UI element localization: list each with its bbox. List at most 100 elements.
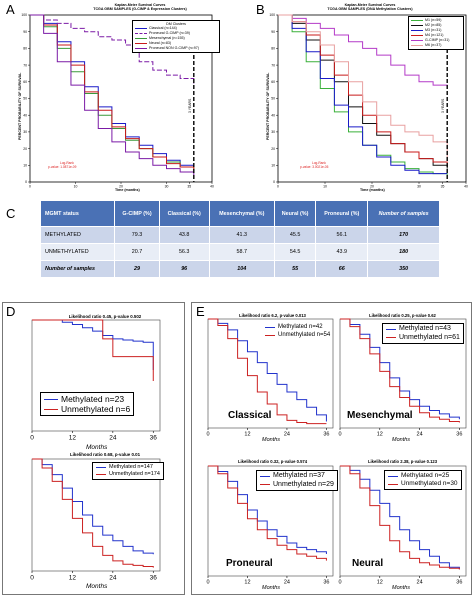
y-tick-label: 100 <box>269 13 275 17</box>
x-tick-label: 0 <box>206 432 209 438</box>
legend-item: Methylated n=37 <box>260 472 334 481</box>
legend-label: Proneural G-CIMP (n=39) <box>149 31 190 35</box>
legend-swatch <box>411 30 423 31</box>
panel-a-xlabel: Time (months) <box>115 188 140 192</box>
x-tick-label: 10 <box>74 185 78 189</box>
y-tick-label: 30 <box>23 130 27 134</box>
x-tick-label: 12 <box>69 575 77 582</box>
legend-swatch <box>135 48 147 49</box>
panel-a-legend: DM Clusters Classical (n=144) Proneural … <box>132 20 220 53</box>
x-tick-label: 24 <box>417 580 423 586</box>
legend-swatch <box>265 327 275 329</box>
y-tick-label: 20 <box>23 147 27 151</box>
legend-label: Neural (n=83) <box>149 41 172 45</box>
legend-item: M3 (n=31) <box>411 28 461 33</box>
legend-item: Unmethylated n=174 <box>96 471 160 478</box>
e-proneural-label: Proneural <box>226 558 273 569</box>
legend-swatch <box>411 35 423 36</box>
table-header-cell: Classical (%) <box>158 200 210 227</box>
legend-label: Unmethylated n=61 <box>399 333 460 341</box>
table-cell: 56.3 <box>158 243 210 261</box>
legend-swatch <box>135 38 147 39</box>
x-tick-label: 36 <box>323 580 329 586</box>
km-curve <box>30 14 195 176</box>
panel-b-xlabel: Time (months) <box>360 188 385 192</box>
x-tick-label: 20 <box>119 185 123 189</box>
panel-letter-e: E <box>196 304 205 319</box>
panel-a-logrank: Log-Rank p-value: 1.0871e-09 <box>48 161 76 170</box>
y-tick-label: 50 <box>23 97 27 101</box>
panel-d-bottom-title: Likelihood ratio 0.68, p-value 0.01 <box>69 452 141 457</box>
x-tick-label: 24 <box>284 432 290 438</box>
legend-label: Methylated n=37 <box>273 472 325 479</box>
legend-item: Methylated n=25 <box>388 472 458 480</box>
x-tick-label: 24 <box>417 432 423 438</box>
legend-item: G-CIMP (n=31) <box>411 38 461 43</box>
legend-swatch <box>386 337 396 339</box>
table-cell: 58.7 <box>208 243 275 261</box>
table-row: Number of samples 29 96 104 55 66 350 <box>39 260 440 278</box>
legend-label: M6 (n=37) <box>425 43 442 47</box>
x-tick-label: 10 <box>323 185 327 189</box>
panel-d-bottom-legend: Methylated n=147 Unmethylated n=174 <box>92 462 164 480</box>
x-tick-label: 40 <box>464 185 468 189</box>
y-tick-label: 80 <box>271 47 275 51</box>
x-tick-label: 30 <box>165 185 169 189</box>
legend-label: M3 (n=31) <box>425 28 442 32</box>
panel-b-logrank: Log-Rank p-value: 3.0021e-05 <box>300 161 328 170</box>
x-tick-label: 20 <box>370 185 374 189</box>
km-curve <box>340 318 460 423</box>
e-neural-legend: Methylated n=25 Unmethylated n=30 <box>384 470 462 490</box>
y-tick-label: 80 <box>23 47 27 51</box>
panel-letter-a: A <box>6 2 15 17</box>
legend-swatch <box>411 40 423 41</box>
panel-d-bottom-xlabel: Months <box>86 583 108 590</box>
legend-item: Classical (n=144) <box>135 26 217 31</box>
panel-letter-c: C <box>6 206 16 221</box>
y-tick-label: 100 <box>21 13 27 17</box>
table-header-cell: G-CIMP (%) <box>114 200 160 227</box>
legend-item: M1 (n=59) <box>411 18 461 23</box>
y-tick-label: 90 <box>271 30 275 34</box>
three-year-label: 3 YEARS <box>188 98 192 113</box>
e-classical-title: Likelihood ratio 6.2, p-value 0.013 <box>239 313 306 318</box>
legend-label: Methylated n=147 <box>109 464 153 470</box>
panel-b-legend: M1 (n=59) M2 (n=85) M3 (n=31) M4 (n=121)… <box>408 16 464 50</box>
legend-label: Mesenchymal (n=155) <box>149 36 185 40</box>
e-mesenchymal-xlabel: Months <box>392 437 411 443</box>
x-tick-label: 0 <box>29 185 31 189</box>
three-year-label: 3 YEARS <box>441 98 445 113</box>
x-tick-label: 24 <box>109 575 117 582</box>
legend-item: Unmethylated n=30 <box>388 480 458 488</box>
x-tick-label: 12 <box>244 580 250 586</box>
panel-letter-d: D <box>6 304 16 319</box>
table-cell: 29 <box>114 260 160 278</box>
y-tick-label: 30 <box>271 130 275 134</box>
y-tick-label: 70 <box>23 63 27 67</box>
legend-label: Unmethylated n=174 <box>109 471 160 477</box>
km-curve <box>32 458 154 568</box>
legend-item: Methylated n=23 <box>44 394 130 404</box>
x-tick-label: 24 <box>109 435 117 442</box>
legend-label: Methylated n=42 <box>278 324 323 330</box>
legend-item: Methylated n=43 <box>386 325 460 334</box>
x-tick-label: 24 <box>284 580 290 586</box>
x-tick-label: 0 <box>338 432 341 438</box>
x-tick-label: 36 <box>456 580 462 586</box>
x-tick-label: 0 <box>206 580 209 586</box>
x-tick-label: 35 <box>441 185 445 189</box>
legend-item: M4 (n=121) <box>411 33 461 38</box>
legend-swatch <box>44 408 58 410</box>
e-neural-title: Likelihood ratio 2.38, p-value 0.123 <box>367 459 438 464</box>
x-tick-label: 30 <box>417 185 421 189</box>
legend-label: M1 (n=59) <box>425 18 442 22</box>
legend-swatch <box>44 398 58 400</box>
e-proneural-xlabel: Months <box>262 585 281 591</box>
panel-a-title-line1: Kaplan-Meier Survival Curves <box>114 3 166 7</box>
panel-d-frame <box>2 302 185 595</box>
legend-item: Unmethylated n=61 <box>386 334 460 343</box>
legend-swatch <box>411 20 423 21</box>
legend-item: Methylated n=147 <box>96 464 160 471</box>
e-neural-xlabel: Months <box>392 585 411 591</box>
